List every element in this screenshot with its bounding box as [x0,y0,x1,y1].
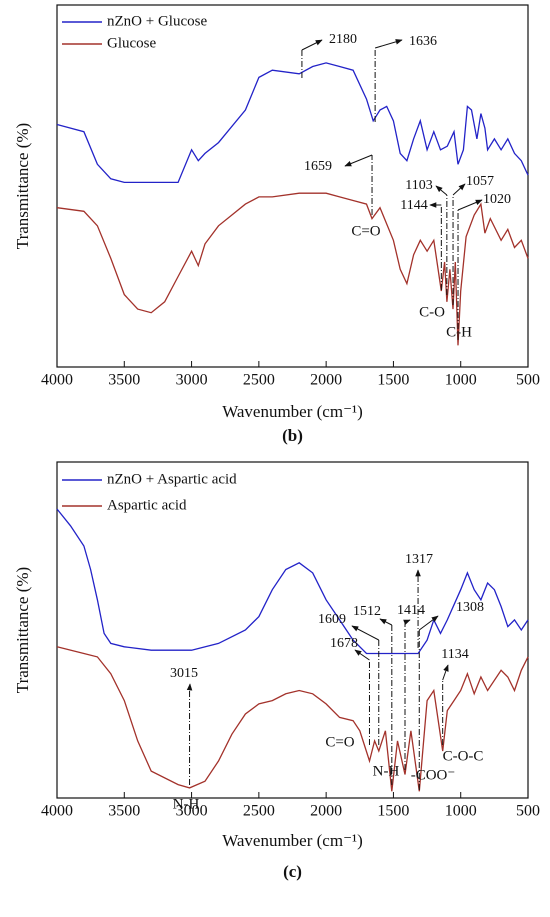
peak-arrow [351,625,379,641]
x-tick-label: 3500 [108,372,140,389]
y-axis-label: Transmittance (%) [13,123,32,249]
x-axis-label: Wavenumber (cm⁻¹) [222,402,363,421]
x-tick-label: 3500 [108,803,140,820]
peak-label: 3015 [170,666,198,681]
peak-label: 2180 [329,32,357,47]
x-tick-label: 500 [516,803,540,820]
x-tick-label: 1500 [377,372,409,389]
x-tick-label: 1500 [377,803,409,820]
peak-arrow [354,649,370,661]
x-tick-label: 4000 [41,803,73,820]
x-axis-label: Wavenumber (cm⁻¹) [222,831,363,850]
peak-label: 1609 [318,612,346,627]
plot-frame [56,461,529,799]
spectrum-line [56,62,529,184]
peak-arrow [418,615,439,631]
peak-arrow [457,199,483,211]
peak-label: 1103 [405,178,432,193]
annotation: C-H [446,324,472,340]
peak-label: 1144 [400,198,427,213]
peak-arrow [435,185,448,196]
x-tick-label: 2500 [243,372,275,389]
legend-label: Aspartic acid [107,497,187,513]
x-tick-label: 2500 [243,803,275,820]
y-axis-label: Transmittance (%) [13,567,32,693]
annotation: -COO⁻ [411,767,456,783]
spectrum-line [56,646,529,792]
peak-label: 1134 [441,647,468,662]
peak-arrow [379,618,393,626]
peak-label: 1512 [353,604,381,619]
caption: (b) [282,426,303,445]
peak-label: 1414 [397,603,425,618]
peak-arrow [442,664,449,681]
spectrum-line [56,192,529,346]
peak-arrow [344,154,373,167]
peak-arrow [374,39,403,49]
annotation: C-O-C [443,748,484,764]
annotation: N-H [373,763,400,779]
x-tick-label: 4000 [41,372,73,389]
annotation: N-H [173,796,200,812]
plot-frame [56,4,529,368]
x-tick-label: 2000 [310,803,342,820]
x-tick-label: 3000 [176,372,208,389]
peak-arrow [403,619,411,625]
annotation: C=O [325,734,354,750]
peak-label: 1636 [409,34,437,49]
peak-label: 1317 [405,552,433,567]
peak-arrow [452,183,466,196]
legend-label: nZnO + Glucose [107,13,207,29]
annotation: C=O [351,223,380,239]
legend-label: Glucose [107,35,156,51]
legend-label: nZnO + Aspartic acid [107,471,237,487]
peak-label: 1308 [456,600,484,615]
x-tick-label: 3000 [176,803,208,820]
spectrum-line [56,508,529,655]
x-tick-label: 500 [516,372,540,389]
peak-label: 1678 [330,636,358,651]
annotation: C-O [419,304,445,320]
x-tick-label: 1000 [445,372,477,389]
x-tick-label: 1000 [445,803,477,820]
peak-label: 1659 [304,159,332,174]
peak-arrow [301,39,323,51]
x-tick-label: 2000 [310,372,342,389]
peak-label: 1020 [483,192,511,207]
caption: (c) [283,862,302,881]
peak-label: 1057 [466,174,494,189]
